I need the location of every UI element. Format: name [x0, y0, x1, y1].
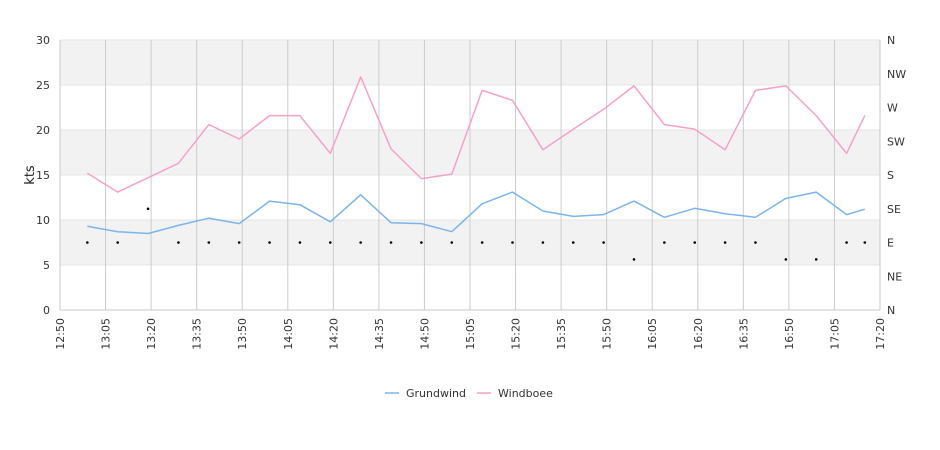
series-line-grundwind — [87, 191, 866, 235]
direction-marker — [511, 241, 514, 244]
y2-tick-label: NW — [887, 68, 906, 81]
y-tick-label: 15 — [36, 169, 50, 182]
direction-marker — [389, 241, 393, 244]
y2-tick-label: N — [887, 34, 895, 47]
y-axis-ticks: 0 5 10 15 20 25 30 — [36, 34, 50, 317]
direction-marker — [814, 258, 818, 261]
direction-marker — [237, 241, 241, 244]
y-tick-label: 10 — [36, 214, 50, 227]
y2-tick-label: S — [887, 169, 894, 182]
y-axis-title: kts — [23, 165, 38, 185]
direction-marker — [450, 241, 454, 244]
direction-marker — [328, 241, 332, 244]
direction-marker — [177, 241, 180, 244]
direction-marker — [632, 258, 636, 261]
y-tick-label: 0 — [43, 304, 50, 317]
direction-marker — [693, 241, 697, 244]
y-tick-label: 5 — [43, 259, 50, 272]
x-tick-label: 13:35 — [191, 318, 204, 350]
x-tick-label: 15:35 — [555, 318, 568, 350]
x-tick-label: 15:20 — [510, 318, 523, 350]
x-tick-label: 14:20 — [327, 318, 340, 350]
direction-marker — [86, 241, 89, 244]
y2-tick-label: W — [887, 102, 898, 115]
x-tick-label: 13:20 — [145, 318, 158, 350]
x-tick-label: 14:05 — [282, 318, 295, 350]
direction-marker — [571, 241, 575, 244]
y-tick-label: 25 — [36, 79, 50, 92]
direction-marker — [207, 241, 211, 244]
x-tick-label: 16:20 — [692, 318, 705, 350]
y-tick-label: 30 — [36, 34, 50, 47]
direction-marker — [480, 241, 484, 244]
direction-marker — [602, 241, 605, 244]
direction-marker — [146, 207, 150, 211]
y2-tick-label: SE — [887, 203, 901, 216]
plot-frame — [59, 40, 881, 311]
direction-marker — [723, 241, 727, 244]
x-tick-label: 14:35 — [373, 318, 386, 350]
direction-marker — [268, 241, 271, 244]
y-tick-label: 20 — [36, 124, 50, 137]
x-tick-label: 14:50 — [418, 318, 431, 350]
y2-tick-label: NE — [887, 270, 902, 283]
legend: Grundwind Windboee — [385, 387, 553, 400]
x-gridlines — [59, 40, 881, 310]
y2-tick-label: N — [887, 304, 895, 317]
direction-marker — [298, 241, 302, 244]
y2-tick-label: E — [887, 237, 894, 250]
x-tick-label: 13:50 — [236, 318, 249, 350]
x-axis-ticks: 12:50 13:05 13:20 13:35 13:50 14:05 14:20 14:35… — [54, 318, 887, 350]
x-tick-label: 16:35 — [737, 318, 750, 350]
x-tick-label: 15:50 — [601, 318, 614, 350]
direction-marker — [663, 241, 666, 244]
direction-marker — [784, 258, 788, 261]
x-tick-label: 16:50 — [783, 318, 796, 350]
y2-tick-label: SW — [887, 135, 905, 148]
x-tick-label: 12:50 — [54, 318, 67, 350]
direction-marker — [754, 241, 757, 244]
legend-label: Grundwind — [406, 387, 466, 400]
direction-marker — [541, 241, 545, 244]
direction-marker — [863, 241, 867, 244]
series-layer — [86, 76, 866, 235]
x-tick-label: 15:05 — [464, 318, 477, 350]
x-tick-label: 17:20 — [874, 318, 887, 350]
direction-marker — [845, 241, 848, 244]
direction-markers — [86, 207, 867, 261]
x-tick-label: 17:05 — [828, 318, 841, 350]
x-tick-label: 16:05 — [646, 318, 659, 350]
x-tick-label: 13:05 — [100, 318, 113, 350]
direction-marker — [359, 241, 362, 244]
legend-label: Windboee — [498, 387, 553, 400]
series-line-windboee — [86, 76, 866, 193]
direction-marker — [116, 241, 120, 244]
direction-marker — [420, 241, 423, 244]
y2-axis-ticks: N NE E SE S SW W NW N — [887, 34, 906, 317]
